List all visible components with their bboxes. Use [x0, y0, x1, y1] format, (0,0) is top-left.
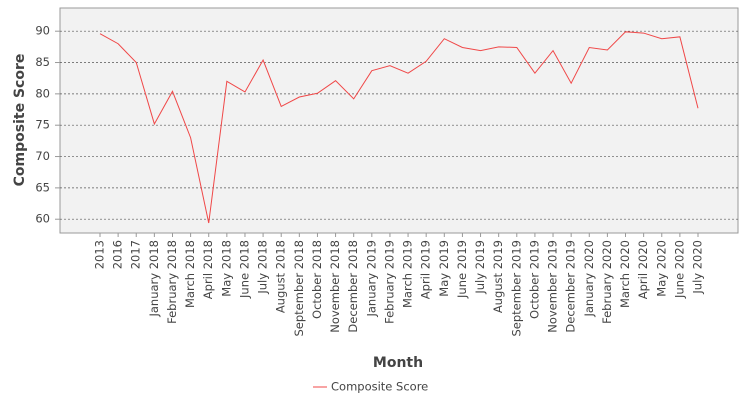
x-tick-label: April 2020	[636, 240, 650, 299]
x-axis-title: Month	[373, 355, 423, 371]
y-tick-label: 65	[35, 180, 50, 194]
x-tick-label: September 2018	[292, 240, 306, 337]
x-tick-label: July 2019	[473, 240, 487, 295]
x-tick-label: December 2018	[346, 240, 360, 333]
x-tick-label: January 2020	[582, 240, 596, 318]
x-tick-label: May 2018	[219, 240, 233, 297]
y-axis-title: Composite Score	[12, 54, 28, 187]
x-tick-label: March 2019	[401, 240, 415, 308]
x-tick-label: March 2020	[618, 240, 632, 308]
x-tick-label: January 2019	[364, 240, 378, 318]
x-tick-label: November 2018	[328, 240, 342, 333]
x-tick-label: 2017	[129, 240, 143, 269]
x-tick-label: June 2020	[672, 240, 686, 299]
x-tick-label: December 2019	[564, 240, 578, 333]
y-tick-label: 80	[35, 86, 50, 100]
y-tick-label: 75	[35, 118, 50, 132]
x-tick-label: February 2019	[382, 240, 396, 324]
x-tick-label: October 2018	[310, 240, 324, 319]
x-tick-label: June 2018	[237, 240, 251, 299]
x-tick-label: January 2018	[147, 240, 161, 318]
x-tick-label: March 2018	[183, 240, 197, 308]
y-tick-label: 70	[35, 149, 50, 163]
x-tick-label: June 2019	[455, 240, 469, 299]
line	[99, 31, 699, 224]
y-tick-label: 60	[35, 212, 50, 226]
x-tick-label: September 2019	[509, 240, 523, 337]
x-tick-label: November 2019	[546, 240, 560, 333]
x-tick-label: August 2019	[491, 240, 505, 313]
y-tick-label: 85	[35, 55, 50, 69]
x-tick-label: April 2019	[419, 240, 433, 299]
x-tick-label: 2016	[111, 240, 125, 269]
x-tick-label: April 2018	[201, 240, 215, 299]
plot-area	[59, 7, 739, 234]
x-tick-label: 2013	[93, 240, 107, 269]
x-tick-label: July 2020	[691, 240, 705, 295]
legend-label: Composite Score	[331, 380, 428, 394]
x-tick-label: July 2018	[256, 240, 270, 295]
y-tick-label: 90	[35, 24, 50, 38]
x-tick-label: February 2018	[165, 240, 179, 324]
x-tick-label: May 2019	[437, 240, 451, 297]
x-tick-label: August 2018	[274, 240, 288, 313]
x-tick-label: October 2019	[527, 240, 541, 319]
x-tick-label: May 2020	[654, 240, 668, 297]
x-tick-label: February 2020	[600, 240, 614, 324]
